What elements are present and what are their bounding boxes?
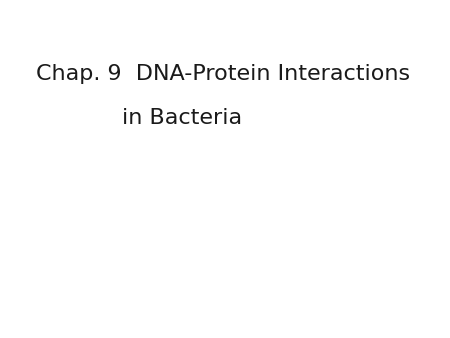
Text: Chap. 9  DNA-Protein Interactions: Chap. 9 DNA-Protein Interactions [36, 64, 410, 84]
Text: in Bacteria: in Bacteria [122, 108, 242, 128]
